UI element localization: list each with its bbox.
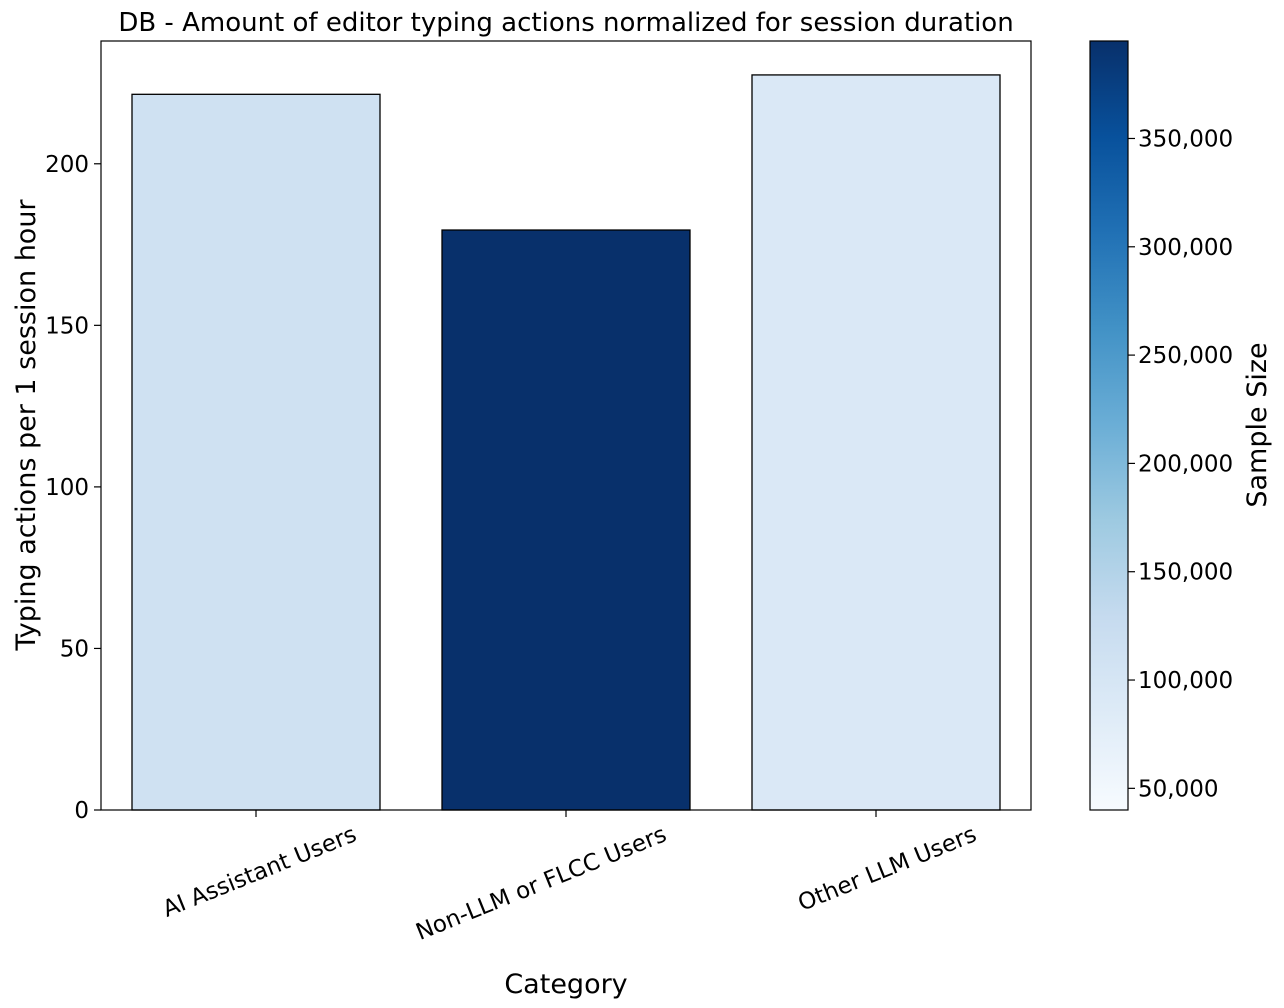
y-tick-label: 0 [74, 798, 89, 824]
colorbar-tick-label: 50,000 [1138, 776, 1218, 802]
y-tick-label: 150 [45, 313, 89, 339]
plot-area: AI Assistant Users Non-LLM or FLCC Users O… [45, 40, 1032, 946]
x-tick-label: Non-LLM or FLCC Users [412, 821, 670, 945]
colorbar: 50,000 100,000 150,000 200,000 250,000 300,00… [1089, 40, 1233, 811]
colorbar-tick-label: 100,000 [1138, 668, 1233, 694]
chart-title: DB - Amount of editor typing actions nor… [118, 8, 1013, 38]
colorbar-tick-label: 150,000 [1138, 560, 1233, 586]
bar-3 [751, 74, 1001, 811]
x-axis-label: Category [504, 969, 627, 1000]
colorbar-tick-label: 200,000 [1138, 451, 1233, 477]
bar-1 [131, 93, 381, 811]
y-tick-label: 50 [60, 636, 89, 662]
x-tick-label: Other LLM Users [795, 821, 981, 916]
colorbar-tick-label: 300,000 [1138, 235, 1233, 261]
y-tick-label: 100 [45, 475, 89, 501]
y-axis-label: Typing actions per 1 session hour [11, 199, 42, 652]
plot-frame [100, 40, 1032, 811]
bar-2 [441, 229, 691, 811]
colorbar-label: Sample Size [1242, 342, 1273, 507]
x-tick-label: AI Assistant Users [159, 821, 360, 922]
y-tick-label: 200 [45, 152, 89, 178]
colorbar-tick-label: 350,000 [1138, 126, 1233, 152]
colorbar-gradient [1089, 40, 1129, 811]
colorbar-tick-label: 250,000 [1138, 343, 1233, 369]
